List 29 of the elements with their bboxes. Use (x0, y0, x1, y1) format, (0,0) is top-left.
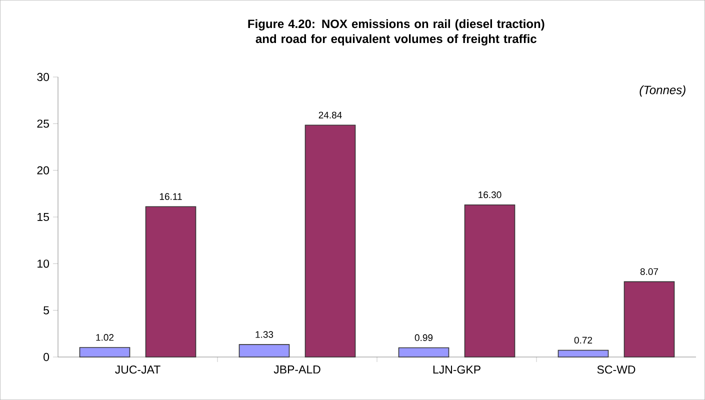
x-tick-label: JBP-ALD (274, 366, 320, 374)
bar (79, 347, 130, 358)
bar (464, 204, 516, 358)
data-label: 16.11 (160, 193, 182, 200)
data-label: 16.30 (478, 191, 502, 198)
bar (398, 347, 450, 358)
y-tick-label: 25 (37, 120, 49, 128)
y-tick-label: 30 (37, 72, 50, 82)
y-tick-label: 5 (44, 306, 49, 314)
bar (145, 206, 196, 358)
bar (624, 281, 675, 358)
y-tick-label: 15 (38, 212, 49, 222)
data-label: 0.99 (414, 334, 433, 342)
bar (558, 350, 609, 358)
data-label: 24.84 (318, 112, 342, 118)
y-tick-label: 10 (38, 260, 50, 268)
y-tick-label: 20 (37, 166, 50, 174)
data-label: 8.07 (640, 268, 658, 275)
y-tick-label: 0 (44, 352, 50, 362)
x-tick-label: SC-WD (597, 366, 636, 374)
annotation: (Tonnes) (640, 85, 686, 97)
data-label: 1.33 (256, 331, 274, 338)
chart-title: Figure 4.20: NOX emissions on rail (diesel traction) and road for equivalent volumes of freight traffic (248, 19, 544, 46)
x-tick-label: LJN-GKP (433, 366, 480, 374)
data-label: 1.02 (96, 334, 114, 341)
bar (238, 344, 290, 358)
bar (304, 124, 356, 358)
data-label: 0.72 (574, 336, 592, 344)
x-tick-label: JUC-JAT (115, 366, 160, 374)
